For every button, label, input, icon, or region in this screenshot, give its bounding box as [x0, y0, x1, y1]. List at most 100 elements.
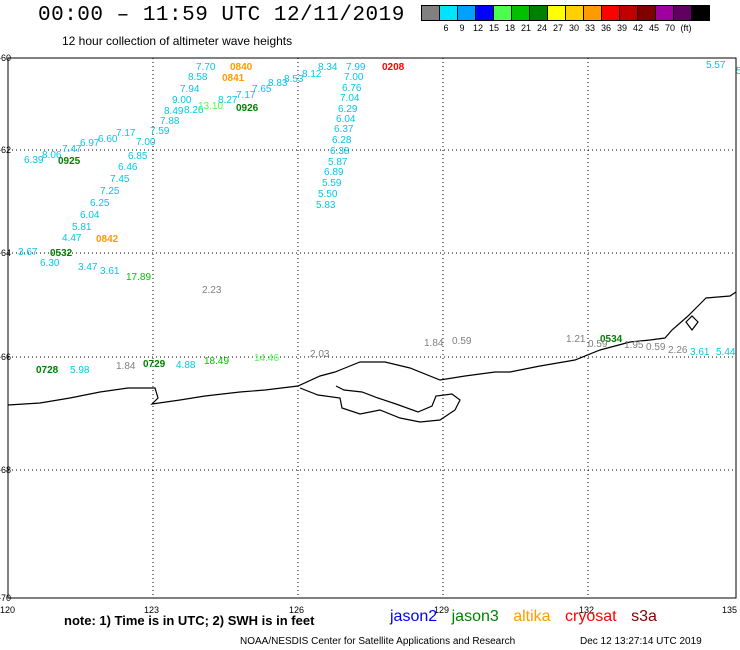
lon-label: 123 — [144, 605, 159, 615]
legend-color-boxes — [421, 5, 710, 21]
legend-tick-label: 70 — [664, 23, 676, 33]
wave-height-label: 6.29 — [338, 104, 358, 115]
wave-height-label: 3.47 — [78, 262, 98, 273]
wave-height-color-legend: 6 9 12 15 18 21 24 27 30 33 36 39 42 45 70 (ft) — [421, 5, 710, 35]
legend-color-box — [691, 5, 710, 21]
satellite-legend: jason2 jason3 altika cryosat s3a — [390, 608, 667, 626]
lat-label: -68 — [0, 465, 11, 475]
satellite-label-jason3: jason3 — [451, 608, 499, 625]
legend-tick-label: 21 — [520, 23, 532, 33]
legend-tick-label: 6 — [443, 23, 449, 33]
pass-time-label: 0208 — [382, 62, 405, 73]
lon-label: 135 — [722, 605, 737, 615]
wave-height-label: 7.94 — [180, 84, 200, 95]
pass-time-label: 0534 — [600, 334, 623, 345]
wave-height-label: 7.00 — [344, 72, 364, 83]
satellite-label-cryosat: cryosat — [565, 608, 617, 625]
wave-height-label: 6.38 — [330, 146, 350, 157]
wave-height-label: 7.99 — [346, 62, 366, 73]
wave-height-label: 8.26 — [184, 105, 204, 116]
wave-height-label: 5.81 — [72, 222, 92, 233]
wave-height-label: 2.23 — [202, 285, 222, 296]
wave-height-label: 5.50 — [318, 189, 338, 200]
wave-height-label: 7.59 — [150, 126, 170, 137]
wave-height-label: 8.53 — [284, 74, 304, 85]
credit-line: NOAA/NESDIS Center for Satellite Applica… — [240, 636, 516, 647]
wave-height-label: 14.46 — [254, 353, 279, 364]
legend-tick-labels: 6 9 12 15 18 21 24 27 30 33 36 39 42 45 70 (ft) — [422, 23, 710, 35]
wave-height-label: 0.59 — [646, 342, 666, 353]
lat-label: -64 — [0, 248, 11, 258]
wave-height-label: 8.27 — [218, 95, 238, 106]
wave-height-label: 6.04 — [80, 210, 100, 221]
wave-height-label: 7.04 — [340, 93, 360, 104]
wave-height-label: 8.83 — [268, 78, 288, 89]
wave-height-label: 5.4 — [736, 66, 740, 77]
wave-height-label: 5.57 — [706, 60, 726, 71]
legend-tick-label: 33 — [584, 23, 596, 33]
wave-height-observations: 7.70 0840 8.58 0841 7.949.008.49 8.2613.108.2… — [18, 60, 740, 376]
wave-height-label: 5.87 — [328, 157, 348, 168]
wave-height-label: 1.21 — [566, 334, 586, 345]
wave-height-label: 3.67 — [18, 247, 38, 258]
lon-label: 129 — [434, 605, 449, 615]
legend-tick-label: 45 — [648, 23, 660, 33]
wave-height-label: 1.84 — [424, 338, 444, 349]
wave-height-label: 2.26 — [668, 345, 688, 356]
satellite-label-s3a: s3a — [631, 608, 657, 625]
wave-height-label: 6.46 — [118, 162, 138, 173]
wave-height-label: 0.59 — [452, 336, 472, 347]
wave-height-label: 5.98 — [70, 365, 90, 376]
pass-time-label: 0532 — [50, 248, 73, 259]
wave-height-label: 7.65 — [252, 84, 272, 95]
wave-height-label: 6.04 — [336, 114, 356, 125]
map-frame — [7, 57, 737, 599]
wave-height-label: 3.61 — [100, 266, 120, 277]
wave-height-label: 7.88 — [160, 116, 180, 127]
wave-height-label: 7.70 — [196, 62, 216, 73]
page-title: 00:00 – 11:59 UTC 12/11/2019 — [38, 4, 405, 27]
legend-unit: (ft) — [680, 23, 692, 33]
wave-height-label: 6.25 — [90, 198, 110, 209]
wave-height-label: 8.49 — [164, 106, 184, 117]
wave-height-label: 7.25 — [100, 186, 120, 197]
wave-height-label: 6.89 — [324, 167, 344, 178]
wave-height-label: 4.88 — [176, 360, 196, 371]
wave-height-label: 7.17 — [236, 90, 256, 101]
wave-height-label: 6.60 — [98, 134, 118, 145]
legend-tick-label: 27 — [552, 23, 564, 33]
wave-height-label: 5.59 — [322, 178, 342, 189]
wave-height-label: 6.76 — [342, 83, 362, 94]
legend-tick-label: 15 — [488, 23, 500, 33]
page-subtitle: 12 hour collection of altimeter wave hei… — [62, 34, 293, 48]
wave-height-label: 6.39 — [24, 155, 44, 166]
lat-label: -62 — [0, 145, 11, 155]
lon-label: 132 — [579, 605, 594, 615]
wave-height-label: 8.12 — [302, 69, 322, 80]
pass-time-label: 0728 — [36, 365, 59, 376]
coastline-islet — [685, 315, 699, 331]
wave-height-label: 13.10 — [198, 101, 223, 112]
legend-tick-label: 9 — [459, 23, 465, 33]
legend-tick-label: 24 — [536, 23, 548, 33]
wave-height-label: 0.59 — [588, 339, 608, 350]
pass-time-label: 0840 — [230, 62, 253, 73]
generated-timestamp: Dec 12 13:27:14 UTC 2019 — [580, 636, 702, 647]
legend-tick-label: 39 — [616, 23, 628, 33]
legend-tick-label: 30 — [568, 23, 580, 33]
wave-height-label: 6.85 — [128, 151, 148, 162]
wave-height-label: 6.30 — [40, 258, 60, 269]
wave-height-label: 5.44 — [716, 347, 736, 358]
wave-height-label: 9.00 — [172, 95, 192, 106]
footer-note: note: 1) Time is in UTC; 2) SWH is in fe… — [64, 613, 315, 628]
wave-height-label: 1.84 — [116, 361, 136, 372]
pass-time-label: 0842 — [96, 234, 119, 245]
wave-height-label: 6.97 — [80, 138, 100, 149]
satellite-label-jason2: jason2 — [390, 608, 438, 625]
pass-time-label: 0926 — [236, 103, 259, 114]
pass-time-label: 0729 — [143, 359, 166, 370]
lat-label: -60 — [0, 53, 11, 63]
map-gridlines — [8, 58, 736, 598]
lat-label: -66 — [0, 352, 11, 362]
